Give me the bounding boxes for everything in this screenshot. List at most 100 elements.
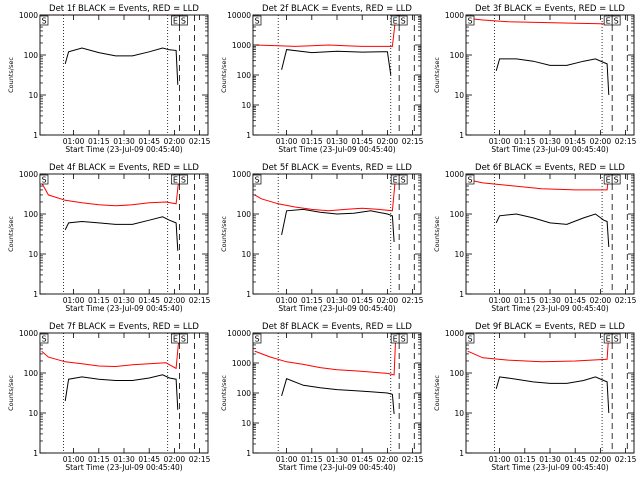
y-tick-label: 1000 <box>445 329 464 338</box>
x-axis-label: Start Time (23-Jul-09 00:45:40) <box>278 463 395 472</box>
y-tick-label: 10 <box>28 409 38 418</box>
y-axis-label: Counts/sec <box>7 375 15 411</box>
y-tick-label: 10 <box>28 250 38 259</box>
chart-title: Det 5f BLACK = Events, RED = LLD <box>262 163 412 173</box>
start-marker-box <box>465 15 475 26</box>
plot-frame <box>39 332 209 454</box>
x-tick-label: 01:15 <box>88 455 110 464</box>
x-tick-label: 01:45 <box>564 296 586 305</box>
saa-marker-box <box>611 174 621 185</box>
lld-series-line <box>254 332 400 376</box>
y-tick-label: 1 <box>459 131 464 140</box>
chart-panel: Det 4f BLACK = Events, RED = LLD 1 10 100 10… <box>7 163 211 313</box>
x-tick-label: 02:15 <box>189 455 211 464</box>
x-tick-label: 01:00 <box>489 137 511 146</box>
x-tick-label: 01:15 <box>514 455 536 464</box>
x-tick-label: 01:00 <box>276 137 298 146</box>
start-marker-box <box>252 174 262 185</box>
lld-series-line <box>41 173 180 207</box>
x-tick-label: 01:00 <box>63 137 85 146</box>
lld-series-line <box>254 173 397 212</box>
start-marker-box <box>252 15 262 26</box>
x-tick-label: 02:15 <box>189 296 211 305</box>
start-marker: S <box>467 17 472 26</box>
x-tick-label: 01:15 <box>514 296 536 305</box>
x-tick-label: 02:15 <box>402 137 424 146</box>
plot-frame <box>39 173 209 295</box>
y-tick-label: 100 <box>450 210 465 219</box>
lld-series-line <box>467 332 610 363</box>
end-marker: E <box>173 335 178 344</box>
y-tick-label: 1 <box>459 290 464 299</box>
y-axis-label: Counts/sec <box>433 216 441 252</box>
x-tick-label: 02:00 <box>590 455 612 464</box>
events-series-line <box>281 208 395 243</box>
y-tick-label: 10 <box>241 101 251 110</box>
x-tick-label: 02:15 <box>615 137 637 146</box>
events-series-line <box>64 216 179 251</box>
x-tick-label: 01:15 <box>88 296 110 305</box>
chart-panel: Det 9f BLACK = Events, RED = LLD 1 10 100 10… <box>433 322 637 472</box>
x-tick-label: 02:15 <box>402 296 424 305</box>
plot-frame <box>39 14 209 136</box>
end-marker: E <box>393 335 398 344</box>
y-tick-label: 1 <box>33 131 38 140</box>
y-axis-label: Counts/sec <box>7 216 15 252</box>
start-marker-box <box>465 174 475 185</box>
y-tick-label: 1 <box>246 131 251 140</box>
y-tick-label: 100 <box>450 51 465 60</box>
saa-marker-box <box>398 15 408 26</box>
lld-series-line <box>41 332 180 370</box>
y-tick-label: 100 <box>237 389 252 398</box>
start-marker: S <box>41 17 46 26</box>
x-tick-label: 01:00 <box>489 455 511 464</box>
chart-panel: Det 5f BLACK = Events, RED = LLD 1 10 100 10… <box>220 163 424 313</box>
saa-marker: S <box>614 335 619 344</box>
events-series-line <box>64 374 179 410</box>
saa-marker-box <box>611 15 621 26</box>
saa-marker-box <box>611 333 621 344</box>
chart-title: Det 6f BLACK = Events, RED = LLD <box>475 163 625 173</box>
x-tick-label: 01:30 <box>326 455 348 464</box>
lld-series-line <box>254 14 405 47</box>
x-tick-label: 01:15 <box>88 137 110 146</box>
chart-panel: Det 7f BLACK = Events, RED = LLD 1 10 100 10… <box>7 322 211 472</box>
saa-marker-box <box>179 174 188 185</box>
chart-title: Det 2f BLACK = Events, RED = LLD <box>262 4 412 14</box>
saa-marker-box <box>179 15 188 26</box>
x-tick-label: 02:15 <box>615 296 637 305</box>
chart-panel: Det 1f BLACK = Events, RED = LLD 1 10 100 10… <box>7 4 211 154</box>
y-tick-label: 100 <box>24 210 39 219</box>
x-tick-label: 01:45 <box>564 137 586 146</box>
x-tick-label: 01:45 <box>564 455 586 464</box>
y-tick-label: 10 <box>241 419 251 428</box>
x-tick-label: 01:15 <box>301 296 323 305</box>
y-tick-label: 1000 <box>19 170 38 179</box>
plot-frame <box>465 173 635 295</box>
x-tick-label: 01:15 <box>301 455 323 464</box>
chart-panel: Det 8f BLACK = Events, RED = LLD 1 10 100 10… <box>220 322 424 472</box>
start-marker-box <box>39 174 49 185</box>
chart-title: Det 8f BLACK = Events, RED = LLD <box>262 322 412 332</box>
x-tick-label: 01:45 <box>351 296 373 305</box>
x-tick-label: 01:30 <box>326 296 348 305</box>
y-tick-label: 1000 <box>445 170 464 179</box>
x-tick-label: 01:45 <box>351 455 373 464</box>
x-tick-label: 01:30 <box>539 296 561 305</box>
x-tick-label: 02:00 <box>590 296 612 305</box>
chart-title: Det 4f BLACK = Events, RED = LLD <box>49 163 199 173</box>
x-axis-label: Start Time (23-Jul-09 00:45:40) <box>65 463 182 472</box>
start-marker: S <box>467 176 472 185</box>
plot-frame <box>465 14 635 136</box>
chart-panel: Det 2f BLACK = Events, RED = LLD 1 10 100 10… <box>220 4 424 154</box>
y-tick-label: 10 <box>454 91 464 100</box>
x-tick-label: 01:30 <box>326 137 348 146</box>
saa-marker: S <box>614 17 619 26</box>
start-marker: S <box>254 17 259 26</box>
saa-marker-box <box>398 333 408 344</box>
chart-title: Det 1f BLACK = Events, RED = LLD <box>49 4 199 14</box>
end-marker: E <box>606 176 611 185</box>
y-tick-label: 10 <box>454 250 464 259</box>
chart-title: Det 9f BLACK = Events, RED = LLD <box>475 322 625 332</box>
